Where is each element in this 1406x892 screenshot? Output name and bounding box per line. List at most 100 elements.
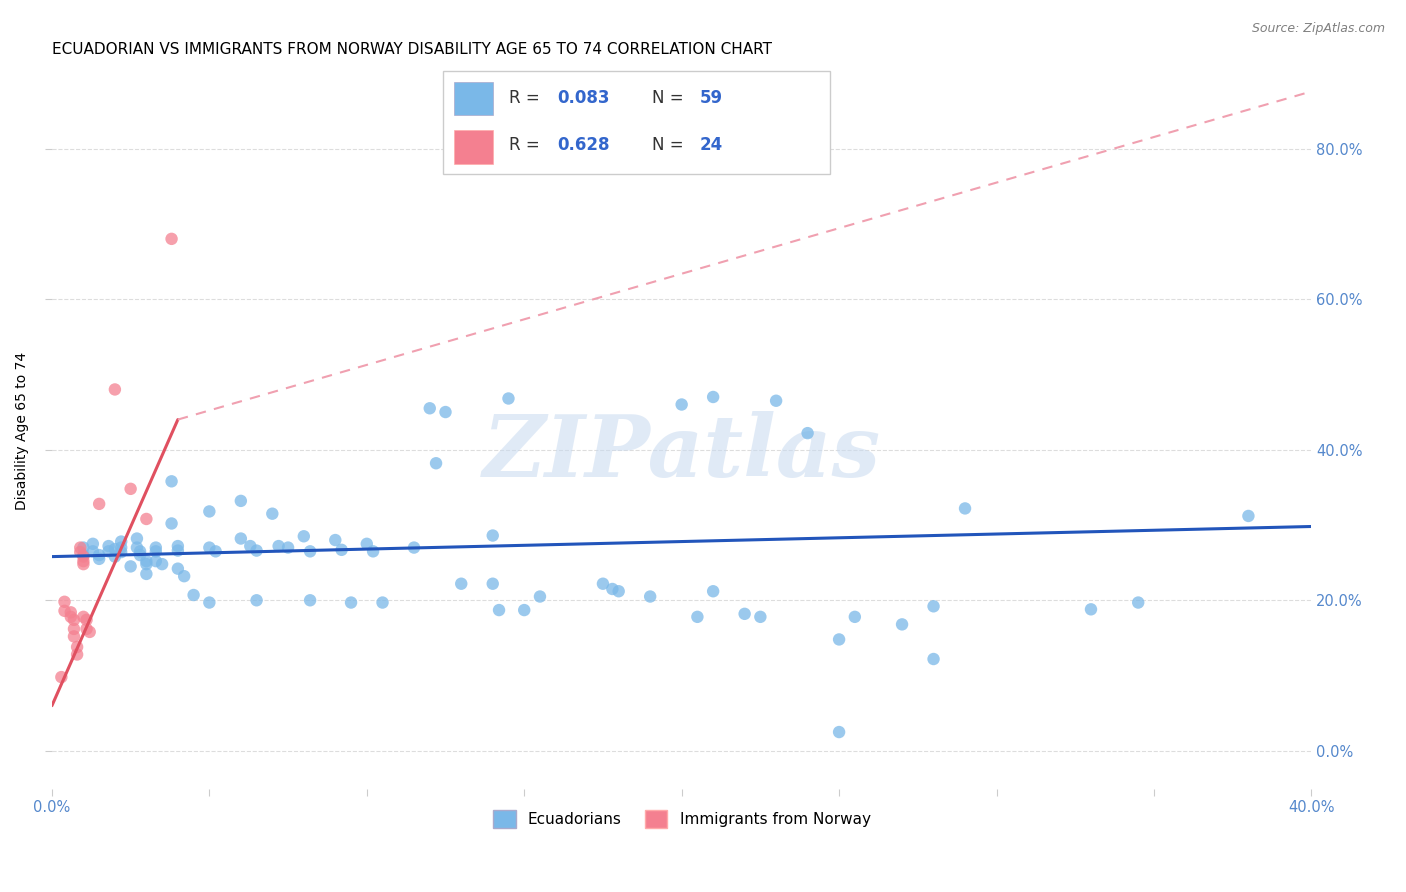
Point (828, 725, 851, 739)
Point (239, 539, 262, 553)
Point (69, 545, 91, 559)
Point (198, 504, 221, 518)
Point (734, 607, 756, 621)
Point (129, 544, 152, 558)
Point (702, 584, 724, 599)
Point (749, 610, 772, 624)
Point (53, 595, 76, 609)
Point (371, 595, 394, 609)
Point (922, 652, 945, 666)
Point (529, 590, 551, 604)
Point (110, 534, 132, 549)
Point (434, 405, 457, 419)
Point (63, 622, 86, 636)
Point (82, 537, 104, 551)
Point (167, 562, 190, 576)
Point (145, 541, 167, 555)
Point (796, 426, 818, 441)
FancyBboxPatch shape (454, 82, 494, 115)
Point (63, 613, 86, 627)
Point (145, 544, 167, 558)
Point (245, 543, 267, 558)
Point (607, 584, 630, 599)
Point (356, 537, 378, 551)
Text: ZIPatlas: ZIPatlas (482, 410, 880, 494)
Point (245, 593, 267, 607)
Point (891, 617, 914, 632)
Point (145, 554, 167, 568)
Point (76, 613, 98, 627)
Point (229, 494, 252, 508)
Text: Source: ZipAtlas.com: Source: ZipAtlas.com (1251, 22, 1385, 36)
Point (277, 541, 299, 555)
Point (1080, 602, 1102, 616)
Point (82, 544, 104, 558)
Point (402, 541, 425, 555)
Point (89, 497, 111, 511)
Point (419, 401, 441, 416)
Point (72, 541, 94, 555)
Point (425, 456, 447, 470)
Point (72, 610, 94, 624)
Point (69, 541, 91, 555)
Point (167, 539, 190, 553)
Point (953, 501, 976, 516)
Point (150, 557, 173, 571)
Point (229, 532, 252, 546)
Point (267, 539, 290, 553)
Point (129, 548, 152, 562)
Point (922, 599, 945, 614)
Point (72, 554, 94, 568)
Text: 59: 59 (700, 88, 723, 106)
Point (183, 588, 205, 602)
Point (104, 542, 127, 557)
Point (104, 383, 127, 397)
Point (135, 554, 157, 568)
Point (160, 475, 183, 489)
Point (765, 393, 787, 408)
Point (66, 648, 89, 662)
Point (198, 541, 221, 555)
Point (828, 632, 851, 647)
Point (292, 529, 315, 543)
Point (671, 397, 693, 411)
Point (120, 559, 142, 574)
Point (63, 629, 86, 643)
Point (488, 603, 510, 617)
Point (72, 557, 94, 571)
Point (160, 232, 183, 246)
Legend: Ecuadorians, Immigrants from Norway: Ecuadorians, Immigrants from Norway (486, 804, 877, 835)
Point (498, 392, 520, 406)
Point (299, 544, 322, 558)
Point (262, 507, 284, 521)
Point (59, 610, 82, 624)
FancyBboxPatch shape (454, 130, 494, 163)
Point (135, 557, 157, 571)
Point (198, 595, 221, 609)
Point (120, 482, 142, 496)
Point (110, 541, 132, 555)
Point (702, 390, 724, 404)
Point (340, 595, 363, 609)
Point (97, 544, 120, 558)
Point (513, 603, 536, 617)
Point (481, 528, 503, 542)
Point (89, 552, 111, 566)
Point (125, 532, 148, 546)
Point (323, 533, 346, 547)
Point (602, 582, 624, 596)
Y-axis label: Disability Age 65 to 74: Disability Age 65 to 74 (15, 351, 30, 510)
Point (72, 549, 94, 564)
Point (686, 610, 709, 624)
Point (104, 549, 127, 564)
Point (1237, 508, 1260, 523)
Text: 0.628: 0.628 (557, 136, 609, 154)
Point (135, 566, 157, 581)
Point (89, 548, 111, 562)
Point (592, 576, 614, 591)
Point (638, 590, 661, 604)
Point (167, 543, 190, 558)
Point (481, 576, 503, 591)
Point (51, 670, 73, 684)
Point (450, 576, 472, 591)
